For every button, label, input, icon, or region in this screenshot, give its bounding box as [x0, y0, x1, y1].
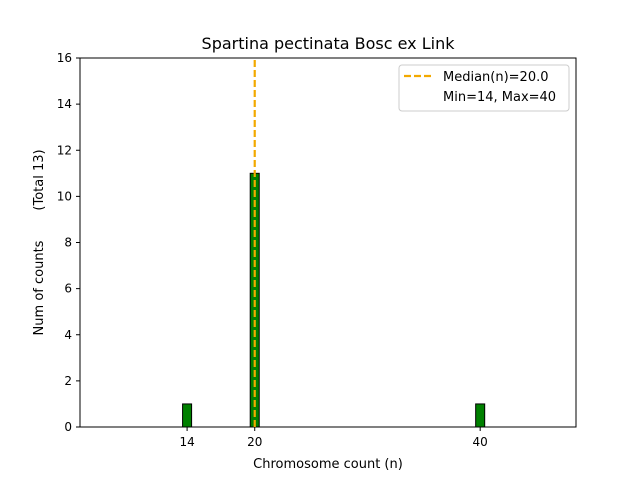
- legend-box: [398, 64, 570, 112]
- x-ticks-group: 14 20 40: [179, 427, 488, 449]
- y-ticks-group: 0 2 4 6 8 10 12 14 16: [57, 51, 80, 434]
- y-axis-total-label: (Total 13): [32, 149, 47, 210]
- x-tick-label-20: 20: [247, 435, 262, 449]
- bar-14: [182, 403, 193, 428]
- chart-title: Spartina pectinata Bosc ex Link: [202, 34, 456, 53]
- legend-min-max-label: Min=14, Max=40: [443, 90, 556, 105]
- y-tick-label-12: 12: [57, 143, 72, 157]
- y-tick-label-14: 14: [57, 97, 72, 111]
- plot-frame: [79, 57, 577, 428]
- bar-40: [475, 403, 486, 428]
- x-axis-label: Chromosome count (n): [253, 457, 403, 472]
- y-tick-label-8: 8: [64, 236, 72, 250]
- x-tick-label-40: 40: [473, 435, 488, 449]
- legend: Median(n)=20.0 Min=14, Max=40: [398, 64, 570, 112]
- y-tick-label-16: 16: [57, 51, 72, 65]
- y-axis-label: Num of counts: [32, 240, 47, 335]
- y-tick-label-6: 6: [64, 282, 72, 296]
- y-tick-label-2: 2: [64, 374, 72, 388]
- x-tick-label-14: 14: [179, 435, 194, 449]
- legend-median-label: Median(n)=20.0: [443, 70, 549, 85]
- y-tick-label-0: 0: [64, 420, 72, 434]
- y-tick-label-4: 4: [64, 328, 72, 342]
- y-tick-label-10: 10: [57, 189, 72, 203]
